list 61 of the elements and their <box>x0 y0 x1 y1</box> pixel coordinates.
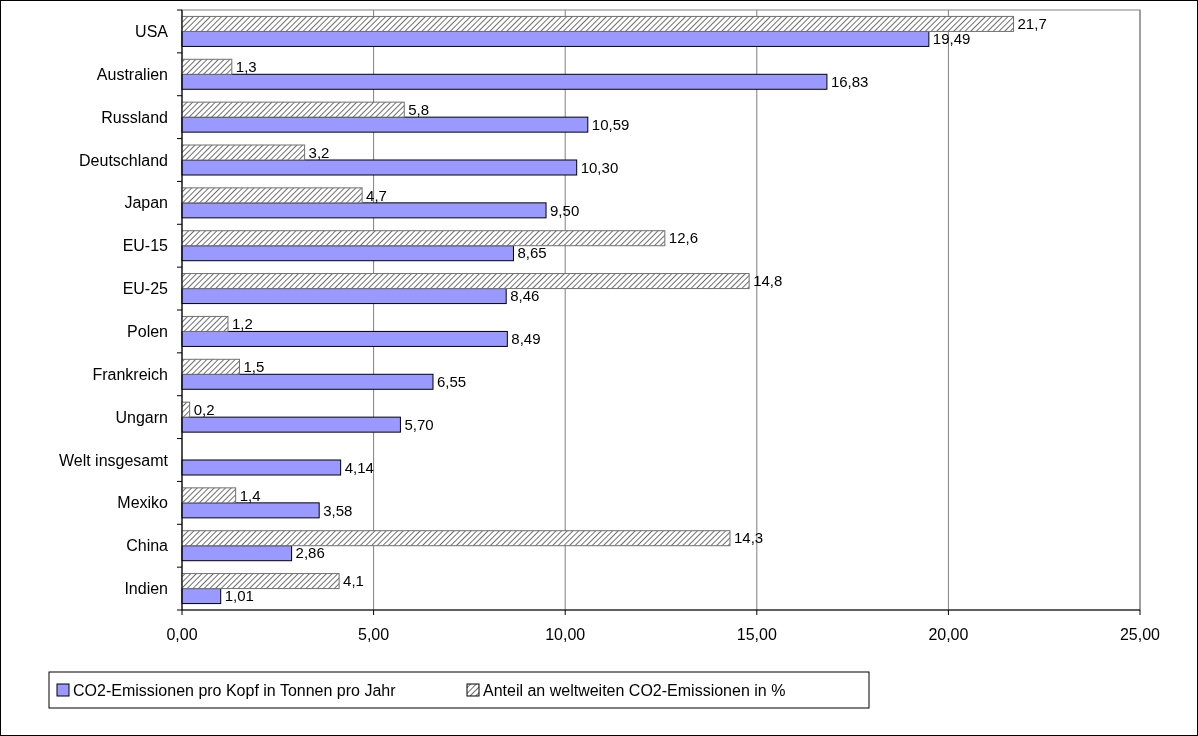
y-tick-label: China <box>126 537 169 555</box>
data-label: 6,55 <box>437 373 467 391</box>
y-tick-label: Deutschland <box>79 151 168 169</box>
data-label: 1,3 <box>235 58 257 76</box>
data-label: 19,49 <box>932 30 971 48</box>
bar <box>181 230 666 247</box>
data-label: 9,50 <box>550 201 580 219</box>
data-label: 12,6 <box>668 229 699 247</box>
data-label: 5,70 <box>404 415 434 433</box>
data-label: 14,8 <box>753 272 783 290</box>
data-label: 4,7 <box>366 186 387 204</box>
data-label: 0,2 <box>193 400 215 418</box>
bar <box>181 101 405 118</box>
y-tick-label: EU-25 <box>122 280 169 298</box>
y-tick-label: Welt insgesamt <box>58 451 169 469</box>
legend-label: Anteil an weltweiten CO2-Emissionen in % <box>483 681 786 699</box>
data-label: 1,01 <box>224 587 254 605</box>
x-tick-label: 5,00 <box>358 626 390 643</box>
data-label: 4,14 <box>344 458 374 476</box>
data-label: 10,30 <box>580 158 619 176</box>
bar <box>181 315 229 332</box>
y-tick-label: Polen <box>127 323 168 341</box>
data-label: 4,1 <box>343 572 364 590</box>
x-tick-label: 0,00 <box>166 626 198 643</box>
bar <box>181 58 233 75</box>
x-tick-label: 25,00 <box>1119 626 1161 643</box>
bar <box>181 273 750 290</box>
y-tick-label: USA <box>135 23 169 41</box>
data-label: 10,59 <box>591 115 630 133</box>
data-label: 8,46 <box>510 287 540 305</box>
data-label: 8,65 <box>517 244 547 262</box>
x-tick-label: 15,00 <box>736 626 777 643</box>
y-tick-label: Frankreich <box>92 365 168 383</box>
data-label: 3,2 <box>308 143 330 161</box>
y-tick-label: Australien <box>96 65 168 83</box>
data-label: 8,49 <box>511 330 541 348</box>
x-tick-label: 10,00 <box>545 626 586 643</box>
bar <box>181 144 306 161</box>
bar <box>181 15 1015 32</box>
bar <box>181 487 237 504</box>
legend-label: CO2-Emissionen pro Kopf in Tonnen pro Jahr <box>73 681 397 699</box>
bar <box>181 573 340 590</box>
data-label: 21,7 <box>1017 15 1047 33</box>
y-tick-label: Mexiko <box>117 494 169 512</box>
data-label: 1,4 <box>239 486 261 504</box>
y-tick-label: EU-15 <box>122 237 169 255</box>
data-label: 16,83 <box>830 73 869 91</box>
y-tick-label: Russland <box>101 108 168 126</box>
data-label: 1,2 <box>231 315 253 333</box>
x-tick-label: 20,00 <box>928 626 969 643</box>
data-label: 14,3 <box>733 529 764 547</box>
data-label: 5,8 <box>408 100 430 118</box>
y-tick-label: Indien <box>124 580 168 598</box>
y-tick-label: Ungarn <box>115 408 168 426</box>
bar <box>181 530 731 547</box>
data-label: 2,86 <box>295 544 325 562</box>
bar <box>181 358 240 375</box>
y-tick-label: Japan <box>124 194 168 212</box>
data-label: 3,58 <box>323 501 353 519</box>
data-label: 1,5 <box>243 358 265 376</box>
bar <box>181 187 363 204</box>
